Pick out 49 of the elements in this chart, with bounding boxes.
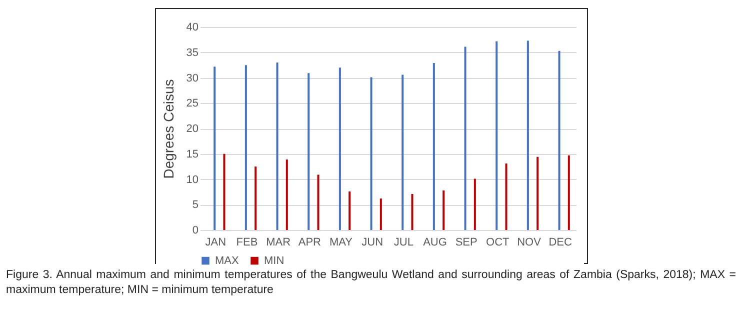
x-tick-label: OCT (486, 236, 510, 248)
x-tick-label: SEP (455, 236, 478, 248)
bar (411, 194, 414, 230)
legend-label: MAX (215, 254, 240, 267)
bar (474, 178, 476, 230)
x-tick-label: AUG (423, 236, 447, 248)
bar (348, 191, 351, 230)
x-tick-label: JAN (205, 236, 226, 248)
bar (338, 68, 341, 230)
bar (214, 66, 216, 230)
y-tick-label: 30 (186, 72, 198, 84)
x-tick-label: FEB (236, 236, 258, 248)
bar (308, 73, 310, 230)
y-tick-label: 15 (186, 148, 198, 160)
bar (432, 63, 435, 230)
y-tick-label: 40 (186, 22, 198, 34)
bar (402, 74, 404, 230)
bar (536, 156, 539, 230)
y-tick-label: 5 (192, 199, 198, 212)
x-tick-label: NOV (517, 236, 542, 248)
bar (558, 50, 560, 230)
x-tick-label: JUL (394, 236, 414, 248)
bar (442, 190, 445, 230)
bar (317, 174, 320, 230)
bar (244, 65, 247, 230)
y-tick-label: 0 (192, 224, 198, 236)
caption: Figure 3. Annual maximum and minimum temperatures of the Bangweulu Wetland and surrounding areas of Zambia (Sparks, 2018); MAX = maximum temperature; MIN = minimum temperature (6, 268, 736, 298)
y-tick-label: 10 (186, 174, 198, 186)
y-tick-label: 35 (186, 46, 198, 59)
x-tick-label: MAR (266, 236, 291, 248)
x-tick-label: APR (298, 236, 322, 248)
bar (505, 164, 508, 230)
bar (380, 198, 382, 230)
x-tick-label: MAY (329, 236, 354, 248)
y-axis-title: Degrees Ceisus (160, 79, 176, 179)
bar (496, 41, 498, 230)
bar (568, 155, 570, 230)
bar (254, 166, 257, 230)
bar (464, 46, 466, 230)
x-tick-label: JUN (362, 236, 384, 248)
legend-label: MIN (264, 254, 284, 267)
y-tick-label: 25 (186, 98, 198, 110)
y-tick-label: 20 (186, 123, 198, 135)
x-tick-label: DEC (548, 236, 572, 248)
bar (276, 62, 278, 230)
bar (370, 77, 372, 230)
bar (286, 159, 288, 230)
bar (526, 40, 529, 230)
bar (223, 154, 226, 230)
